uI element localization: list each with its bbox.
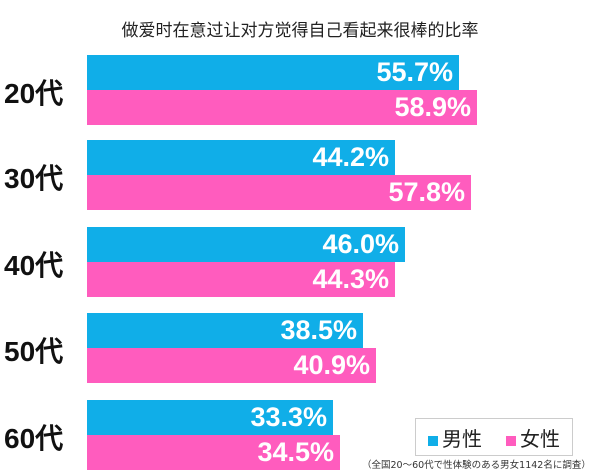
footnote: （全国20〜60代で性体験のある男女1142名に調査） (362, 460, 591, 471)
data-label: 55.7% (376, 57, 453, 87)
legend-label: 男性 (442, 426, 482, 451)
male-bar: 44.2% (87, 140, 395, 175)
data-label: 44.3% (312, 264, 389, 294)
data-label: 38.5% (280, 315, 357, 345)
legend-item-female: 女性 (506, 423, 560, 452)
male-swatch (428, 435, 438, 446)
female-bar: 58.9% (87, 90, 477, 125)
female-bar: 40.9% (87, 348, 376, 383)
category-label: 40代 (4, 250, 64, 281)
female-swatch (506, 435, 516, 446)
category-label: 60代 (4, 423, 64, 454)
data-label: 44.2% (312, 142, 389, 172)
data-label: 34.5% (257, 437, 334, 467)
female-bar: 44.3% (87, 262, 395, 297)
category-label: 30代 (4, 163, 64, 194)
data-label: 57.8% (388, 177, 465, 207)
data-label: 46.0% (322, 229, 399, 259)
male-bar: 33.3% (87, 400, 333, 435)
data-label: 40.9% (293, 350, 370, 380)
legend-label: 女性 (520, 426, 560, 451)
chart-title: 做爱时在意过让对方觉得自己看起来很棒的比率 (121, 21, 479, 41)
data-label: 58.9% (394, 92, 471, 122)
category-label: 20代 (4, 78, 64, 109)
legend-item-male: 男性 (428, 423, 482, 452)
legend: 男性 女性 (415, 418, 573, 456)
data-label: 33.3% (250, 402, 327, 432)
female-bar: 34.5% (87, 435, 340, 470)
female-bar: 57.8% (87, 175, 471, 210)
male-bar: 55.7% (87, 55, 459, 90)
male-bar: 46.0% (87, 227, 405, 262)
category-label: 50代 (4, 336, 64, 367)
male-bar: 38.5% (87, 313, 363, 348)
